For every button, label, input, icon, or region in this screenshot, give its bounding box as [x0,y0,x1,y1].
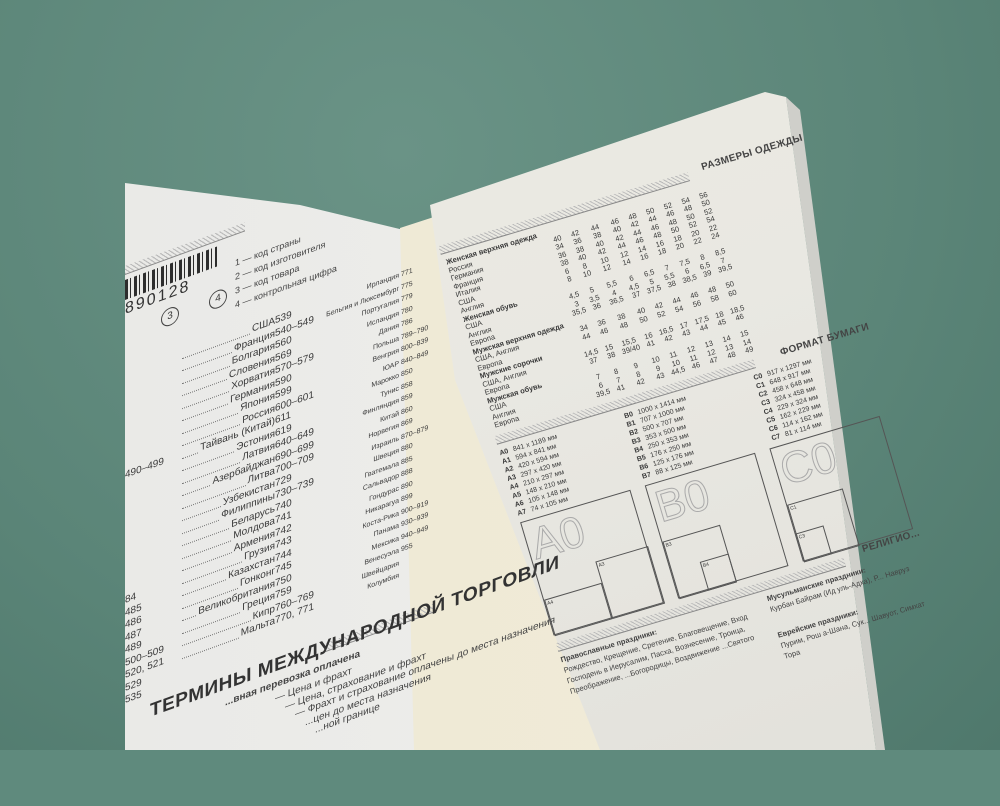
b4-label: B4 [702,561,710,570]
a4-label: A4 [546,599,555,607]
c1-label: C1 [789,504,798,512]
c3-label: C3 [798,533,806,541]
a3-label: A3 [597,561,606,569]
b3-label: B3 [664,541,673,549]
